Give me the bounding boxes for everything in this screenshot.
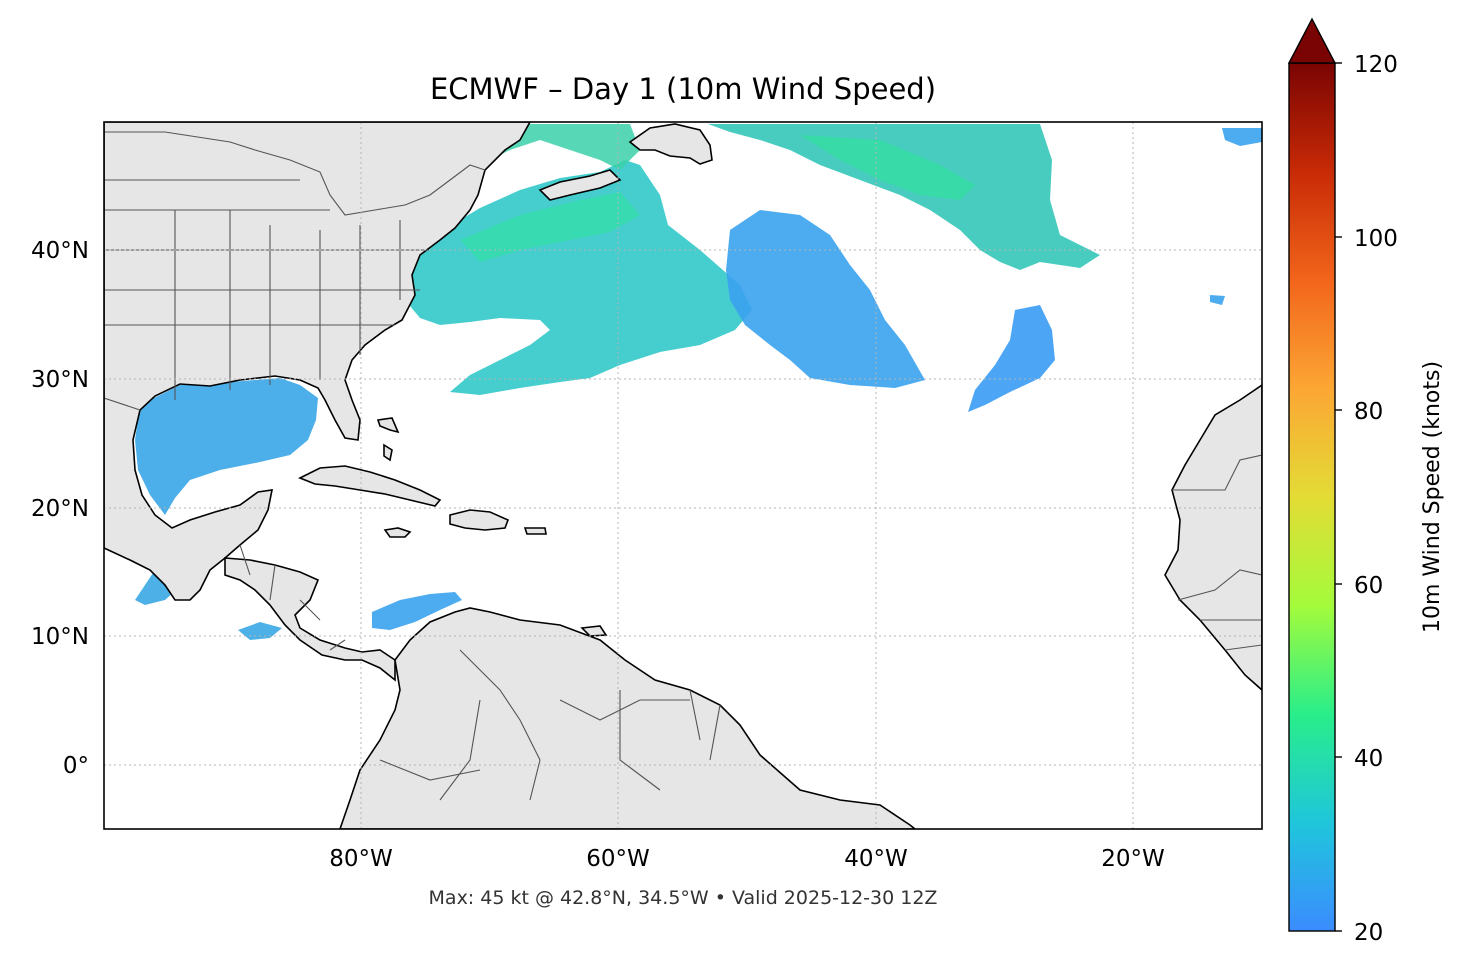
south-america-borders <box>379 649 721 801</box>
colorbar: 20 40 60 80 100 120 10m Wind Speed (knot… <box>1287 17 1445 946</box>
colorbar-label: 10m Wind Speed (knots) <box>1420 361 1445 633</box>
lat-tick-labels: 40°N 30°N 20°N 10°N 0° <box>31 238 89 779</box>
lon-tick-label: 60°W <box>586 846 650 872</box>
wind-swath-mid-atlantic <box>726 210 925 388</box>
colorbar-tick-label: 120 <box>1354 52 1398 78</box>
hispaniola-land <box>449 509 510 531</box>
colorbar-tick-label: 80 <box>1354 399 1383 425</box>
colorbar-tick-label: 60 <box>1354 573 1383 599</box>
africa-land <box>1164 384 1262 692</box>
wind-swath-northwest-atlantic <box>405 160 752 395</box>
wind-swath-gulf-stream-core <box>460 192 640 262</box>
max-wind-annotation: Max: 45 kt @ 42.8°N, 34.5°W • Valid 2025… <box>429 887 938 909</box>
newfoundland-land <box>628 123 713 165</box>
us-mexico-border <box>104 397 141 411</box>
puerto-rico-land <box>523 527 547 535</box>
wind-swath-east-small <box>1210 295 1225 305</box>
land-layer <box>104 122 1262 829</box>
jamaica-land <box>383 527 412 538</box>
trinidad-land <box>580 625 608 637</box>
us-state-lines <box>104 179 430 400</box>
bahamas-land <box>376 417 400 462</box>
africa-borders <box>1172 454 1262 651</box>
lon-tick-label: 40°W <box>844 846 908 872</box>
wind-swath-central-atlantic <box>968 305 1055 412</box>
lat-tick-label: 0° <box>63 753 89 779</box>
lon-tick-label: 80°W <box>329 846 393 872</box>
wind-swath-gulf-of-mexico <box>135 378 318 515</box>
map-title: ECMWF – Day 1 (10m Wind Speed) <box>430 72 936 106</box>
north-america-land <box>104 122 531 601</box>
wind-swath-north-core <box>800 135 975 200</box>
lon-tick-labels: 80°W 60°W 40°W 20°W <box>329 846 1165 872</box>
colorbar-extend-arrow <box>1287 17 1337 64</box>
country-borders <box>104 131 1262 801</box>
wind-swath-caribbean <box>372 592 462 630</box>
map-panel <box>104 122 1262 829</box>
central-america-borders <box>239 544 346 651</box>
map-frame <box>103 121 1263 830</box>
south-america-land <box>339 607 917 829</box>
colorbar-bar <box>1288 62 1336 932</box>
colorbar-tick-label: 20 <box>1354 920 1383 946</box>
colorbar-tick-label: 100 <box>1354 226 1398 252</box>
wind-swath-northeast-atlantic <box>1222 128 1262 146</box>
cuba-land <box>298 465 442 507</box>
wind-swath-north-central <box>708 124 1100 270</box>
lon-tick-label: 20°W <box>1101 846 1165 872</box>
graticule <box>104 122 1262 829</box>
us-canada-border <box>104 131 486 216</box>
colorbar-tick-label: 40 <box>1354 746 1383 772</box>
lat-tick-label: 40°N <box>31 238 89 264</box>
lat-tick-label: 20°N <box>31 496 89 522</box>
lat-tick-label: 10°N <box>31 624 89 650</box>
lat-tick-label: 30°N <box>31 367 89 393</box>
nova-scotia-land <box>538 169 622 201</box>
colorbar-ticks: 20 40 60 80 100 120 <box>1335 52 1398 946</box>
